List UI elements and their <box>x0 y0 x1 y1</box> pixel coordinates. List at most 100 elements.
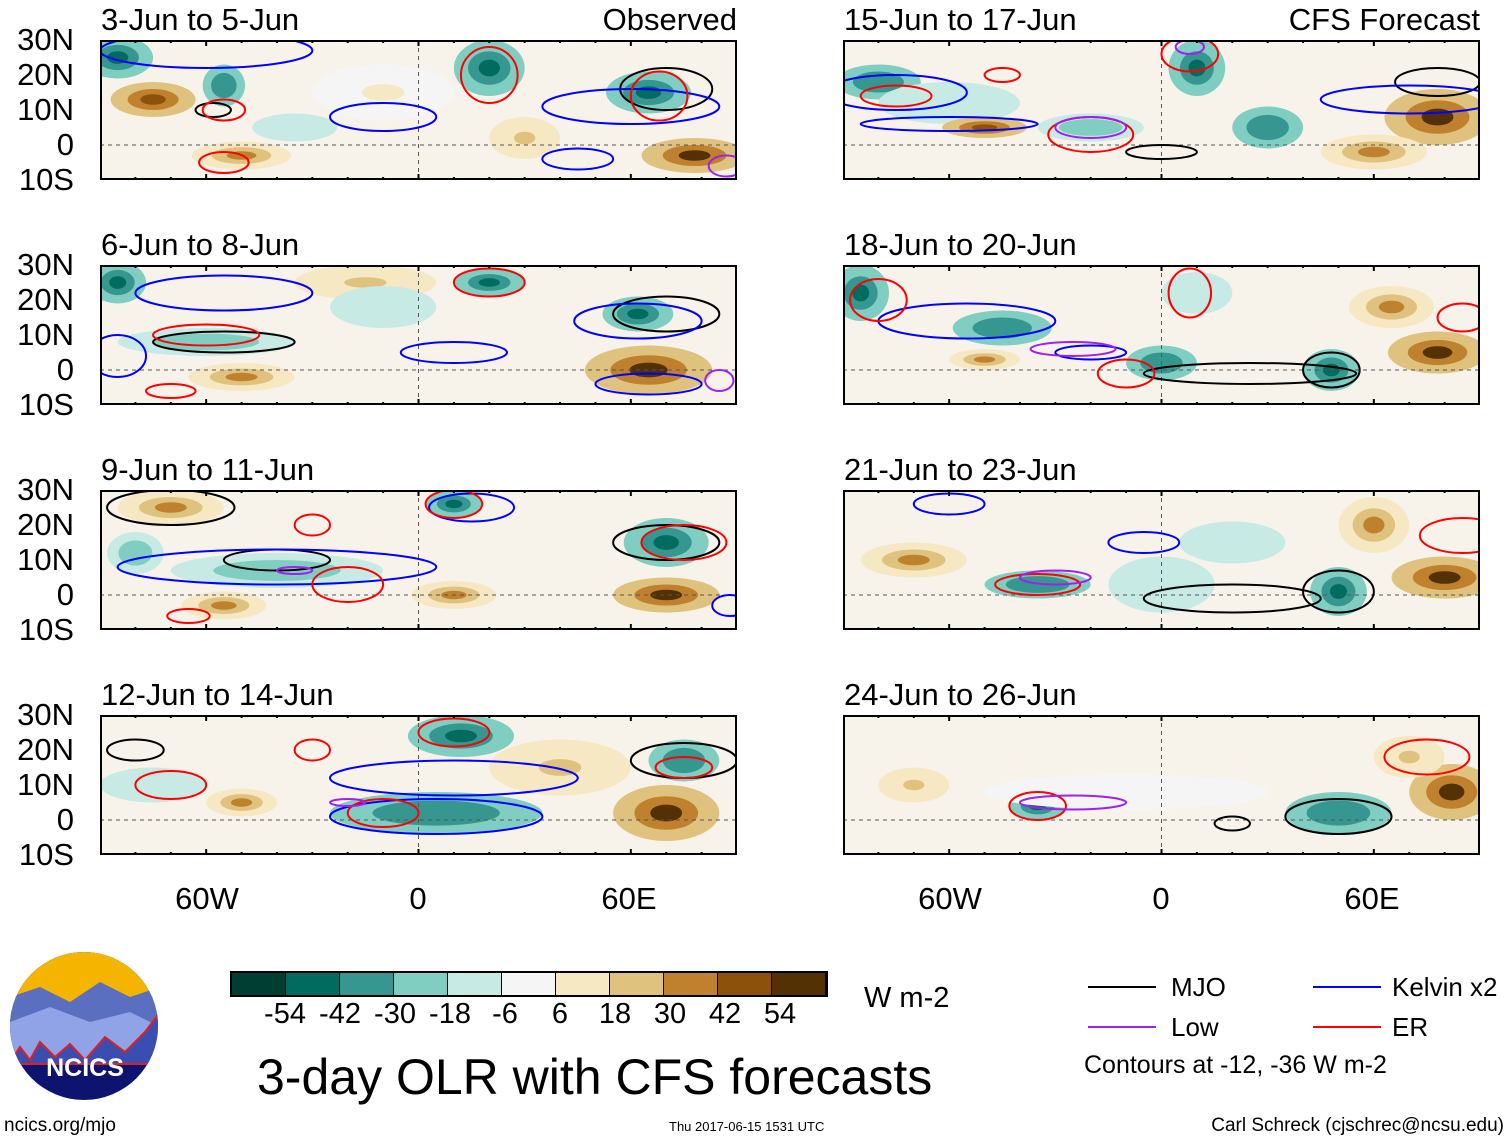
colorbar-swatch <box>286 973 340 995</box>
olr-anomaly-blob <box>852 284 870 302</box>
colorbar-label: -18 <box>429 998 471 1030</box>
colorbar-label: 42 <box>708 998 742 1030</box>
er-contour <box>346 798 420 828</box>
lat-label: 10N <box>17 542 74 577</box>
low-contour <box>329 798 367 807</box>
colorbar <box>230 971 828 997</box>
olr-anomaly-blob <box>514 131 536 145</box>
colorbar-label: 18 <box>598 998 632 1030</box>
olr-anomaly-blob <box>1257 121 1279 134</box>
er-contour <box>424 490 484 519</box>
lat-label: 20N <box>17 507 74 542</box>
kelvin-contour <box>843 74 968 111</box>
mjo-contour <box>1142 362 1358 385</box>
units-label: W m-2 <box>864 982 950 1014</box>
svg-text:NCICS: NCICS <box>46 1054 124 1082</box>
olr-anomaly-blob <box>1329 584 1347 599</box>
olr-anomaly-blob <box>653 535 679 550</box>
olr-anomaly-blob <box>361 84 405 101</box>
kelvin-contour <box>399 341 508 364</box>
er-contour <box>849 278 908 322</box>
olr-anomaly-blob <box>1186 286 1208 300</box>
er-contour <box>654 756 714 779</box>
legend-er-line <box>1313 1026 1381 1028</box>
olr-anomaly-blob <box>865 76 892 88</box>
low-contour <box>1029 341 1117 357</box>
kelvin-contour <box>116 548 438 586</box>
olr-anomaly-blob <box>179 337 233 347</box>
lat-label: 20N <box>17 732 74 767</box>
olr-anomaly-blob <box>211 601 237 610</box>
olr-anomaly-blob <box>217 79 231 92</box>
figure-title: 3-day OLR with CFS forecasts <box>257 1049 933 1105</box>
olr-anomaly-blob <box>650 804 683 822</box>
er-contour <box>994 573 1082 596</box>
lat-label: 30N <box>17 247 74 282</box>
olr-anomaly-blob <box>1378 300 1405 314</box>
olr-anomaly-blob <box>903 779 925 791</box>
er-contour <box>152 323 261 347</box>
lat-label: 10S <box>18 387 74 422</box>
site-link[interactable]: ncics.org/mjo <box>4 1115 116 1136</box>
olr-anomaly-blob <box>1438 783 1465 801</box>
panel-frame <box>100 40 737 180</box>
colorbar-label: -54 <box>264 998 306 1030</box>
map-panel <box>843 490 1480 630</box>
er-contour <box>134 770 208 800</box>
panel-title: 18-Jun to 20-Jun <box>844 227 1077 262</box>
er-contour <box>859 84 933 108</box>
lat-label: 20N <box>17 282 74 317</box>
kelvin-contour <box>541 147 615 171</box>
colorbar-label: -30 <box>374 998 416 1030</box>
olr-anomaly-blob <box>1074 123 1107 132</box>
legend-mjo-line <box>1088 986 1156 988</box>
er-contour <box>201 98 247 122</box>
lon-label-60e: 60E <box>601 881 657 916</box>
lon-label-60w: 60W <box>918 881 982 916</box>
timestamp: Thu 2017-06-15 1531 UTC <box>669 1119 825 1134</box>
map-panel <box>100 490 737 630</box>
legend-low-label: Low <box>1171 1012 1219 1042</box>
lat-label: 0 <box>56 352 74 387</box>
panel-title: 6-Jun to 8-Jun <box>101 227 300 262</box>
olr-anomaly-blob <box>1083 786 1169 798</box>
kelvin-contour <box>134 274 314 312</box>
low-contour <box>1018 794 1128 811</box>
er-contour <box>452 267 526 298</box>
olr-anomaly-blob <box>445 729 477 743</box>
panel-tag: CFS Forecast <box>1288 2 1480 37</box>
legend-kelvin-label: Kelvin x2 <box>1392 972 1498 1002</box>
colorbar-swatch <box>448 973 502 995</box>
kelvin-contour <box>594 372 703 396</box>
lat-label: 0 <box>56 127 74 162</box>
panel-frame <box>100 490 737 630</box>
olr-anomaly-blob <box>1363 516 1385 534</box>
mjo-contour <box>194 102 232 118</box>
lat-label: 30N <box>17 697 74 732</box>
olr-anomaly-blob <box>478 278 500 287</box>
mjo-contour <box>1125 144 1198 160</box>
colorbar-swatch <box>394 973 448 995</box>
map-panel <box>843 715 1480 855</box>
panel-frame <box>100 265 737 405</box>
er-contour <box>1096 358 1156 389</box>
olr-anomaly-blob <box>1216 536 1249 549</box>
kelvin-contour <box>573 302 703 340</box>
low-contour <box>707 154 737 178</box>
mjo-contour <box>1213 815 1251 832</box>
olr-anomaly-blob <box>650 589 683 601</box>
low-contour <box>1174 40 1205 55</box>
panel-frame <box>843 490 1480 630</box>
lat-label: 10N <box>17 317 74 352</box>
lon-label-60e: 60E <box>1344 881 1400 916</box>
olr-anomaly-blob <box>1422 346 1453 359</box>
olr-anomaly-blob <box>225 372 258 382</box>
olr-anomaly-blob <box>973 356 996 363</box>
olr-anomaly-blob <box>1188 59 1206 77</box>
olr-anomaly-blob <box>1322 806 1355 820</box>
er-contour <box>1008 791 1067 821</box>
lat-label: 10N <box>17 767 74 802</box>
olr-anomaly-blob <box>344 277 387 288</box>
olr-anomaly-blob <box>126 546 144 560</box>
mjo-contour <box>1302 351 1361 389</box>
